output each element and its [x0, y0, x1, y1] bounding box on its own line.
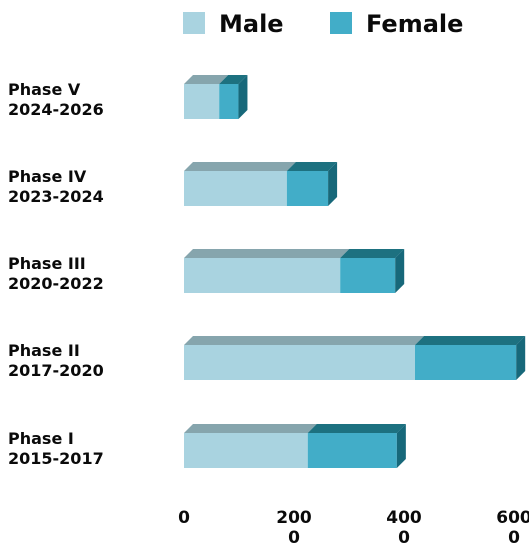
- bar: [286, 171, 329, 206]
- bar-side: [516, 336, 526, 380]
- category-label: Phase V 2024-2026: [8, 80, 104, 119]
- bar: [340, 258, 396, 293]
- bar-side: [396, 424, 406, 468]
- x-tick-label: 2000: [276, 508, 312, 547]
- bar-top: [340, 249, 405, 258]
- bar: [307, 433, 397, 468]
- x-tick-label: 6000: [496, 508, 529, 547]
- bar-side: [328, 162, 338, 206]
- x-tick-label: 4000: [386, 508, 422, 547]
- bar-top: [415, 336, 526, 345]
- x-tick-label: 0: [178, 508, 190, 528]
- legend-swatch: [330, 12, 352, 34]
- bar-top: [184, 424, 317, 433]
- bar: [415, 345, 517, 380]
- category-label: Phase II 2017-2020: [8, 341, 104, 380]
- category-label: Phase III 2020-2022: [8, 254, 104, 293]
- bar-top: [219, 75, 248, 84]
- bar: [219, 84, 239, 119]
- bar-side: [395, 249, 405, 293]
- bar-side: [238, 75, 248, 119]
- bar: [184, 258, 341, 293]
- bar-top: [184, 249, 350, 258]
- bar: [184, 345, 415, 380]
- bar-top: [184, 336, 424, 345]
- bar-top: [307, 424, 406, 433]
- bar-top: [184, 75, 229, 84]
- category-label: Phase I 2015-2017: [8, 429, 104, 468]
- legend-label: Male: [219, 10, 284, 38]
- legend-label: Female: [366, 10, 464, 38]
- bar-top: [286, 162, 338, 171]
- bar: [184, 433, 308, 468]
- category-label: Phase IV 2023-2024: [8, 167, 104, 206]
- bar: [184, 171, 287, 206]
- legend-swatch: [183, 12, 205, 34]
- bar: [184, 84, 220, 119]
- bar-top: [184, 162, 296, 171]
